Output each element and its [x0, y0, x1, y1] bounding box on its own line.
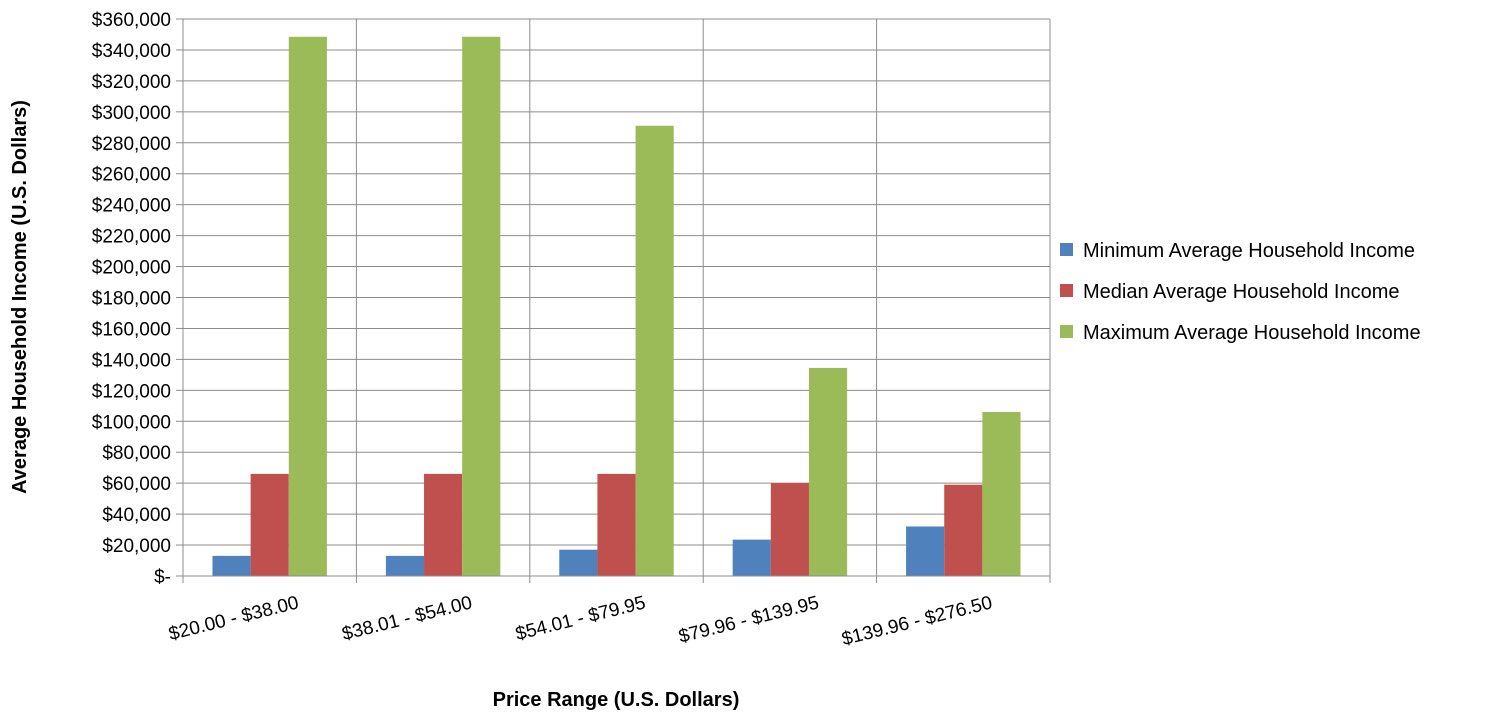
bar-median	[597, 473, 636, 576]
bar-median	[944, 484, 983, 576]
legend-swatch	[1060, 325, 1073, 338]
legend-swatch	[1060, 243, 1073, 256]
bar-maximum	[808, 367, 848, 576]
y-tick-label: $180,000	[92, 289, 171, 310]
bar-minimum	[732, 539, 771, 576]
y-tick-label: $340,000	[92, 41, 171, 62]
bar-maximum	[288, 36, 327, 577]
y-tick-label: $60,000	[102, 474, 171, 495]
x-tick-label: $38.01 - $54.00	[340, 592, 474, 645]
y-tick-label: $360,000	[92, 10, 171, 31]
legend-label: Minimum Average Household Income	[1083, 240, 1415, 262]
y-tick-label: $100,000	[92, 412, 171, 433]
y-tick-label: $220,000	[92, 227, 171, 248]
y-tick-label: $-	[154, 567, 171, 588]
y-tick-label: $320,000	[92, 72, 171, 93]
bar-maximum	[462, 36, 501, 577]
bar-maximum	[982, 411, 1021, 576]
y-tick-label: $140,000	[92, 350, 171, 371]
legend-label: Maximum Average Household Income	[1083, 322, 1421, 344]
bar-minimum	[906, 526, 945, 576]
bar-minimum	[559, 549, 598, 576]
y-tick-label: $300,000	[92, 103, 171, 124]
ticks-layer: $- $20,000 $40,000 $60,000 $80,000 $100,000 $1…	[92, 10, 995, 650]
y-tick-label: $200,000	[92, 258, 171, 279]
bar-median	[424, 473, 463, 576]
x-tick-label: $54.01 - $79.95	[513, 592, 647, 645]
y-tick-label: $240,000	[92, 196, 171, 217]
x-tick-label: $79.96 - $139.95	[677, 592, 821, 647]
y-tick-label: $40,000	[102, 505, 171, 526]
x-tick-label: $139.96 - $276.50	[840, 592, 995, 650]
x-tick-label: $20.00 - $38.00	[167, 592, 301, 645]
bar-minimum	[385, 555, 425, 576]
legend: Minimum Average Household Income Median A…	[1060, 240, 1421, 344]
x-axis-title: Price Range (U.S. Dollars)	[493, 689, 740, 711]
y-axis-title: Average Household Income (U.S. Dollars)	[9, 100, 31, 494]
y-tick-label: $80,000	[102, 443, 171, 464]
legend-label: Median Average Household Income	[1083, 281, 1400, 303]
axes-layer	[176, 18, 1051, 583]
bar-minimum	[212, 555, 251, 576]
y-tick-label: $20,000	[102, 536, 171, 557]
bar-maximum	[635, 125, 674, 576]
bars-layer	[212, 36, 1021, 577]
bar-median	[250, 473, 289, 576]
bar-median	[770, 483, 809, 576]
y-tick-label: $260,000	[92, 165, 171, 186]
y-tick-label: $160,000	[92, 319, 171, 340]
legend-swatch	[1060, 284, 1073, 297]
grid-layer	[183, 18, 1051, 576]
y-tick-label: $280,000	[92, 134, 171, 155]
y-tick-label: $120,000	[92, 381, 171, 402]
